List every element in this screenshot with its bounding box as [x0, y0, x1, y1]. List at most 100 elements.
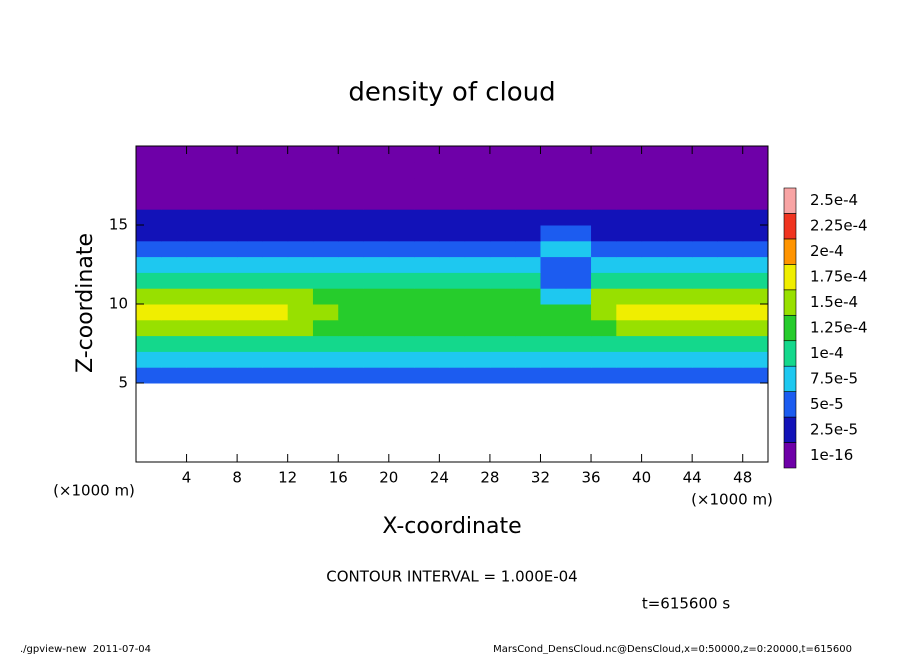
heat-cell [742, 319, 769, 337]
heat-cell [414, 256, 440, 273]
heat-cell [565, 304, 592, 321]
heat-cell [338, 146, 365, 163]
heat-cell [363, 272, 390, 289]
colorbar-box [783, 442, 797, 469]
heat-cell [338, 193, 365, 210]
heat-cell [489, 367, 516, 384]
heat-cell [540, 240, 567, 258]
heat-cell [666, 256, 693, 273]
colorbar-box [783, 391, 797, 418]
heat-cell [237, 146, 263, 163]
heat-cell [540, 177, 567, 194]
heat-cell [666, 319, 693, 337]
heat-cell [540, 288, 567, 305]
heat-cell [515, 146, 541, 163]
heat-cell [414, 161, 440, 179]
heat-cell [742, 272, 769, 289]
heat-cell [287, 225, 314, 242]
heat-cell [186, 161, 213, 179]
heat-cell [363, 146, 390, 163]
heat-cell [489, 193, 516, 210]
heat-cell [565, 367, 592, 384]
heat-cell [363, 193, 390, 210]
heat-cell [742, 351, 769, 368]
heat-cell [312, 177, 339, 194]
heat-cell [641, 319, 668, 337]
heat-cell [717, 209, 744, 226]
heat-cell [237, 240, 263, 258]
heat-cell [515, 193, 541, 210]
heat-cell [641, 177, 668, 194]
heat-cell [489, 225, 516, 242]
heat-cell [540, 225, 567, 242]
heat-cell [742, 177, 769, 194]
heat-cell [540, 209, 567, 226]
heat-cell [186, 351, 213, 368]
heat-cell [363, 161, 390, 179]
heat-cell [464, 319, 491, 337]
heat-cell [338, 177, 365, 194]
x-tick-label: 4 [182, 469, 192, 487]
heat-cell [161, 335, 188, 352]
heat-cell [338, 319, 365, 337]
x-tick-label: 48 [733, 469, 752, 487]
heat-cell [717, 351, 744, 368]
heat-cell [515, 240, 541, 258]
heat-cell [312, 240, 339, 258]
heat-cell [388, 146, 415, 163]
heat-cell [692, 177, 718, 194]
heat-cell [211, 256, 238, 273]
x-tick-label: 12 [278, 469, 297, 487]
heat-cell [312, 161, 339, 179]
heat-cell [161, 193, 188, 210]
colorbar-box [783, 289, 797, 316]
heat-cell [312, 367, 339, 384]
heat-cell [287, 177, 314, 194]
heat-cell [616, 304, 643, 321]
heat-cell [742, 256, 769, 273]
heat-cell [161, 256, 188, 273]
heat-cell [211, 146, 238, 163]
heat-cell [641, 304, 668, 321]
heat-cell [287, 304, 314, 321]
heat-cell [565, 256, 592, 273]
heat-cell [363, 225, 390, 242]
heat-cell [211, 272, 238, 289]
heat-cell [540, 351, 567, 368]
heat-cell [186, 256, 213, 273]
heat-cell [388, 351, 415, 368]
heat-cell [616, 272, 643, 289]
heat-cell [439, 209, 466, 226]
heat-cell [515, 351, 541, 368]
colorbar-box [783, 365, 797, 392]
heat-cell [565, 177, 592, 194]
heat-cell [388, 177, 415, 194]
heat-cell [338, 351, 365, 368]
heat-cell [312, 225, 339, 242]
heat-cell [136, 161, 162, 179]
heat-cell [616, 225, 643, 242]
x-tick-label: 20 [379, 469, 398, 487]
heat-cell [312, 288, 339, 305]
heat-cell [565, 288, 592, 305]
heat-cell [666, 304, 693, 321]
heat-cell [338, 272, 365, 289]
heat-cell [237, 304, 263, 321]
heat-cell [312, 304, 339, 321]
heat-cell [338, 256, 365, 273]
heat-cell [515, 177, 541, 194]
heat-cell [439, 161, 466, 179]
heat-cell [489, 335, 516, 352]
heat-cell [540, 335, 567, 352]
heat-cell [312, 272, 339, 289]
heat-cell [666, 209, 693, 226]
heat-cell [262, 146, 289, 163]
heat-cell [136, 335, 162, 352]
y-tick-label: 15 [109, 216, 128, 234]
chart-title: density of cloud [348, 78, 555, 108]
heat-cell [717, 288, 744, 305]
heat-cell [414, 225, 440, 242]
heat-cell [464, 225, 491, 242]
heat-cell [388, 304, 415, 321]
heat-cell [414, 240, 440, 258]
